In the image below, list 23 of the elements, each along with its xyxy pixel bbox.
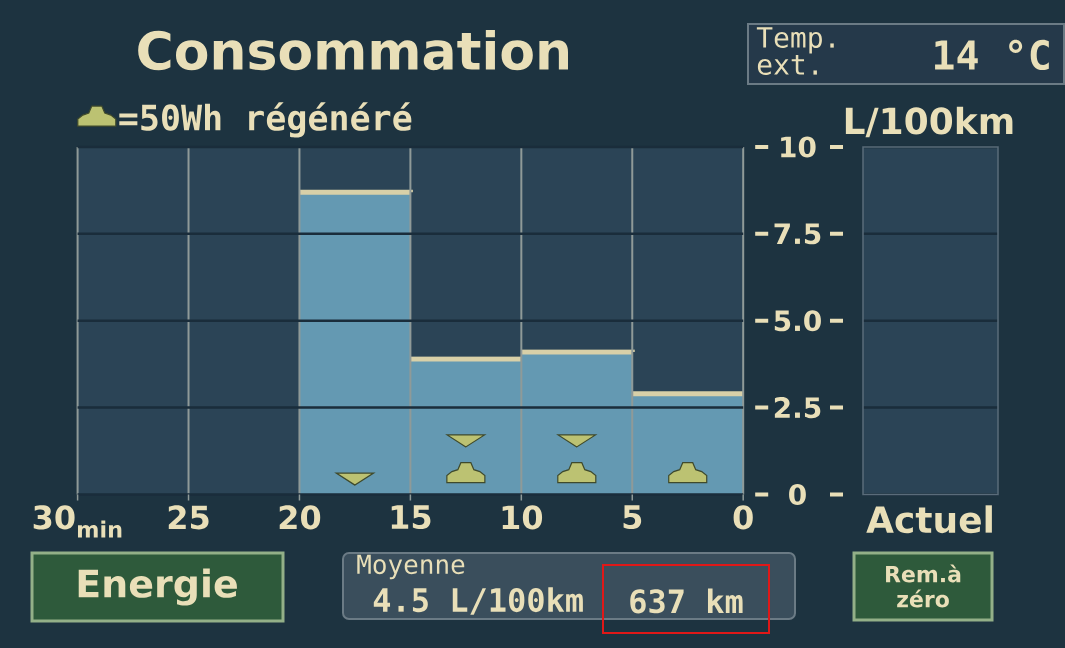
x-tick-label: 25 [168, 505, 209, 530]
x-tick-label: 10 [502, 505, 543, 530]
y-tick-label: 5.0 [774, 310, 821, 332]
x-tick-label: 30$_{min}$ [33, 505, 122, 538]
x-tick-label: 5 [623, 505, 642, 530]
y-axis-title: L/100km [845, 106, 1013, 138]
text: Rem.à zéro [886, 564, 961, 608]
x-tick-label: 20 [279, 505, 321, 530]
chart-title: Consommation [138, 29, 569, 71]
y-tick-label: 2.5 [774, 397, 821, 419]
text: Energie [78, 568, 237, 606]
x-tick-label: Actuel [866, 505, 992, 534]
text: 14 °C [935, 39, 1049, 71]
text: 637 km [630, 588, 743, 614]
y-tick-label: 0 [789, 483, 806, 506]
text: 4.5 L/100km [373, 587, 583, 615]
x-tick-label: 15 [391, 505, 431, 530]
y-tick-label: 7.5 [774, 223, 821, 245]
text: Moyenne [357, 554, 465, 580]
x-tick-label: 0 [733, 505, 753, 530]
y-tick-label: 10 [781, 136, 816, 158]
legend-label: =50Wh régénéré [119, 102, 412, 138]
text: Temp. ext. [756, 27, 834, 75]
